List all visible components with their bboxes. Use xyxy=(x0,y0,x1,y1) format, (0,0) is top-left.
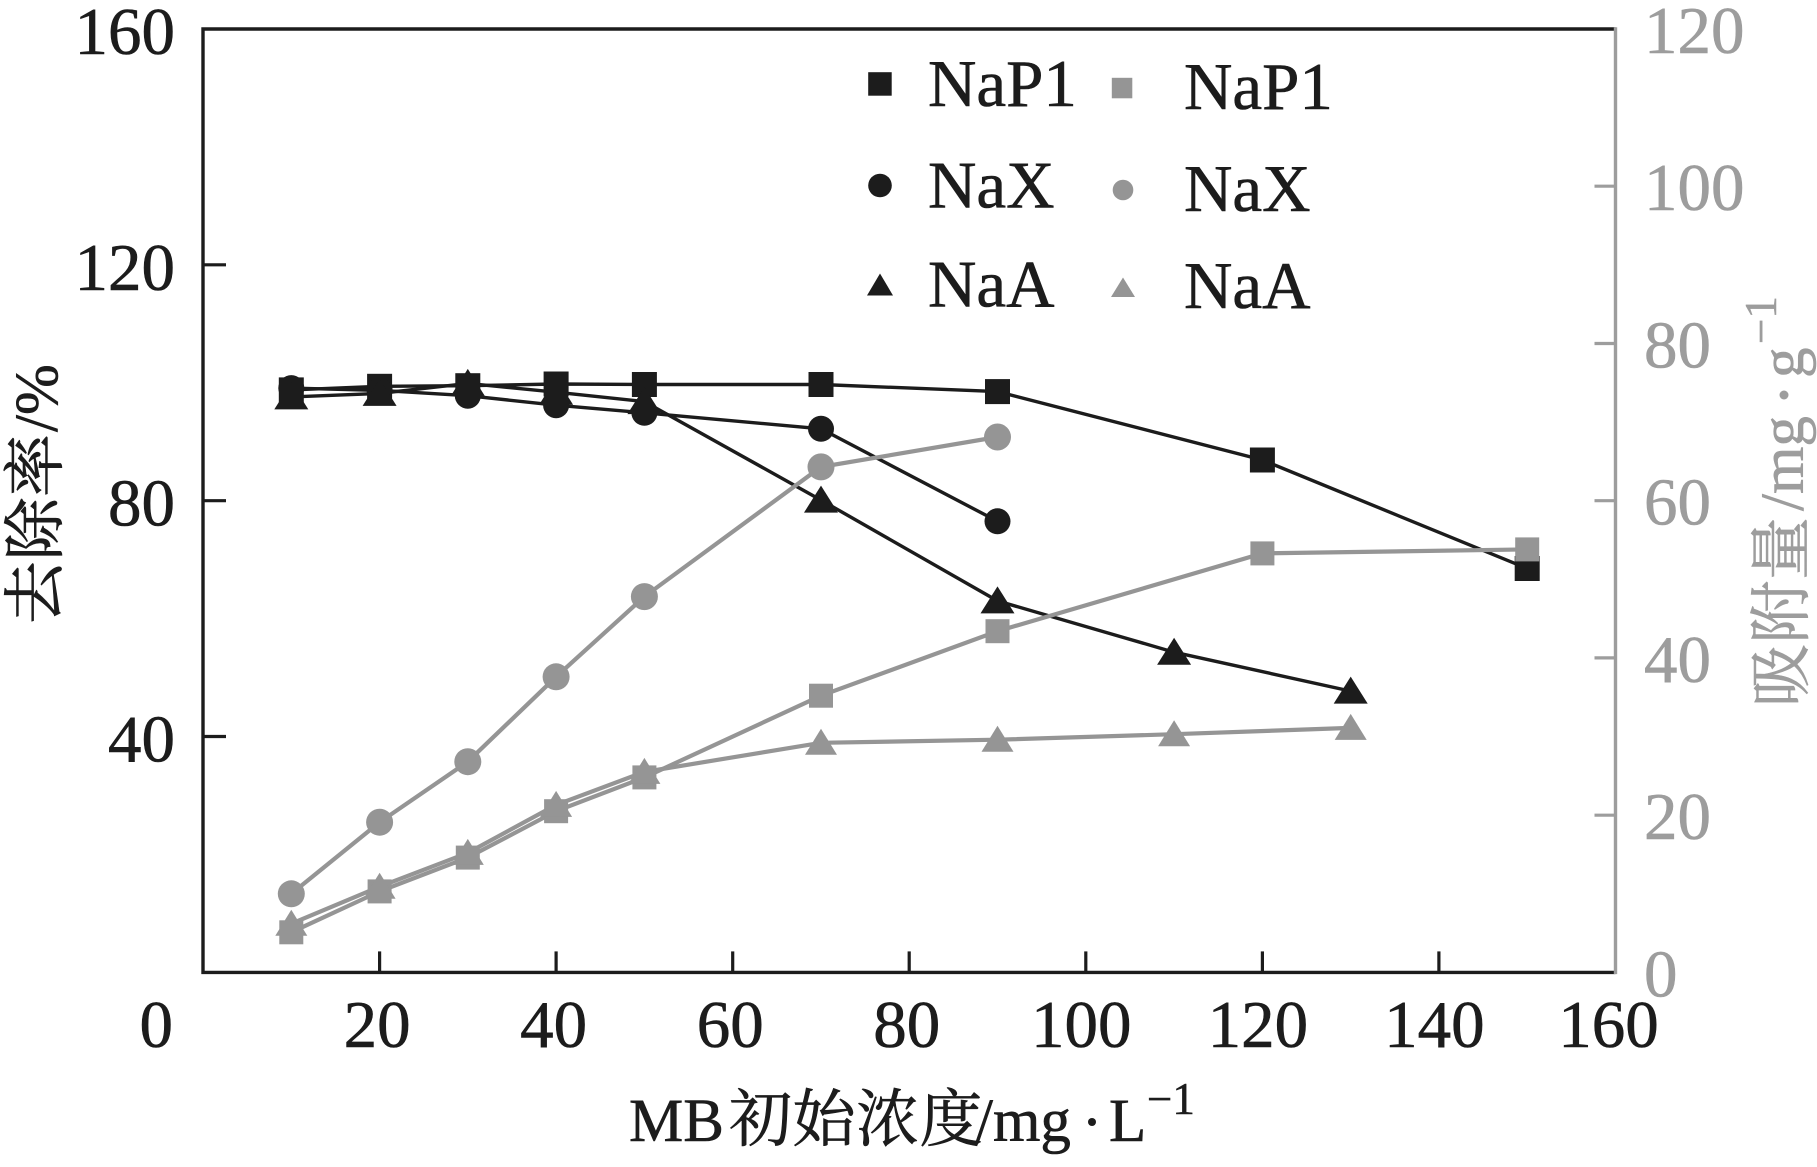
svg-text:160: 160 xyxy=(1558,988,1659,1062)
svg-text:L: L xyxy=(1109,1088,1146,1155)
svg-text:120: 120 xyxy=(1208,988,1309,1062)
svg-text:−1: −1 xyxy=(1147,1074,1195,1124)
svg-text:20: 20 xyxy=(1644,780,1711,854)
svg-text:0: 0 xyxy=(1644,937,1678,1011)
svg-text:40: 40 xyxy=(1644,623,1711,697)
svg-text:MB: MB xyxy=(629,1088,724,1155)
svg-text:20: 20 xyxy=(344,988,411,1062)
svg-text:NaP1: NaP1 xyxy=(928,47,1077,121)
svg-text:160: 160 xyxy=(75,0,176,69)
svg-text:60: 60 xyxy=(697,988,764,1062)
svg-text:120: 120 xyxy=(75,231,176,305)
svg-text:80: 80 xyxy=(873,988,940,1062)
svg-text:−1: −1 xyxy=(1736,296,1786,344)
svg-text:NaA: NaA xyxy=(1184,249,1311,323)
svg-text:120: 120 xyxy=(1644,0,1745,68)
svg-text:NaX: NaX xyxy=(928,149,1055,223)
svg-text:80: 80 xyxy=(1644,309,1711,383)
svg-text:NaA: NaA xyxy=(928,248,1055,322)
svg-text:0: 0 xyxy=(140,988,174,1062)
svg-text:/mg: /mg xyxy=(1750,416,1817,511)
svg-text:40: 40 xyxy=(520,988,587,1062)
svg-text:80: 80 xyxy=(108,467,175,541)
svg-text:/mg: /mg xyxy=(976,1088,1071,1155)
svg-text:/%: /% xyxy=(4,364,71,432)
svg-text:60: 60 xyxy=(1644,466,1711,540)
svg-text:100: 100 xyxy=(1644,151,1745,225)
svg-text:140: 140 xyxy=(1384,988,1485,1062)
svg-text:NaP1: NaP1 xyxy=(1184,50,1333,124)
svg-text:NaX: NaX xyxy=(1184,152,1311,226)
svg-text:g: g xyxy=(1750,348,1817,379)
svg-text:100: 100 xyxy=(1031,988,1132,1062)
svg-text:40: 40 xyxy=(108,703,175,777)
